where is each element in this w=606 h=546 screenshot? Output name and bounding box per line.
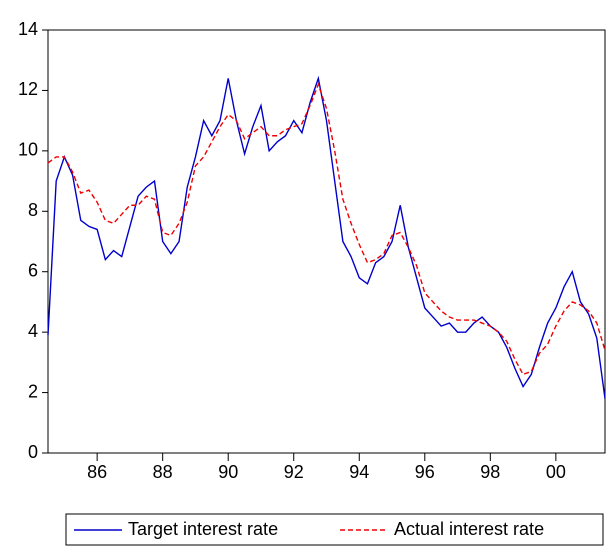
legend-label: Target interest rate xyxy=(128,519,278,539)
x-tick-label: 90 xyxy=(218,462,238,482)
legend-box xyxy=(65,513,604,546)
y-tick-label: 0 xyxy=(28,442,38,462)
x-tick-label: 94 xyxy=(349,462,369,482)
y-tick-label: 12 xyxy=(18,79,38,99)
y-tick-label: 14 xyxy=(18,19,38,39)
x-tick-label: 00 xyxy=(546,462,566,482)
x-tick-label: 92 xyxy=(284,462,304,482)
x-tick-label: 86 xyxy=(87,462,107,482)
series-line xyxy=(47,75,606,399)
x-tick-label: 96 xyxy=(415,462,435,482)
legend-label: Actual interest rate xyxy=(394,519,544,539)
y-tick-label: 10 xyxy=(18,140,38,160)
y-tick-label: 6 xyxy=(28,260,38,280)
y-tick-label: 8 xyxy=(28,200,38,220)
y-tick-label: 2 xyxy=(28,381,38,401)
x-tick-label: 98 xyxy=(480,462,500,482)
x-tick-label: 88 xyxy=(153,462,173,482)
series-line xyxy=(47,82,606,376)
plot-frame xyxy=(47,29,606,454)
y-tick-label: 4 xyxy=(28,321,38,341)
